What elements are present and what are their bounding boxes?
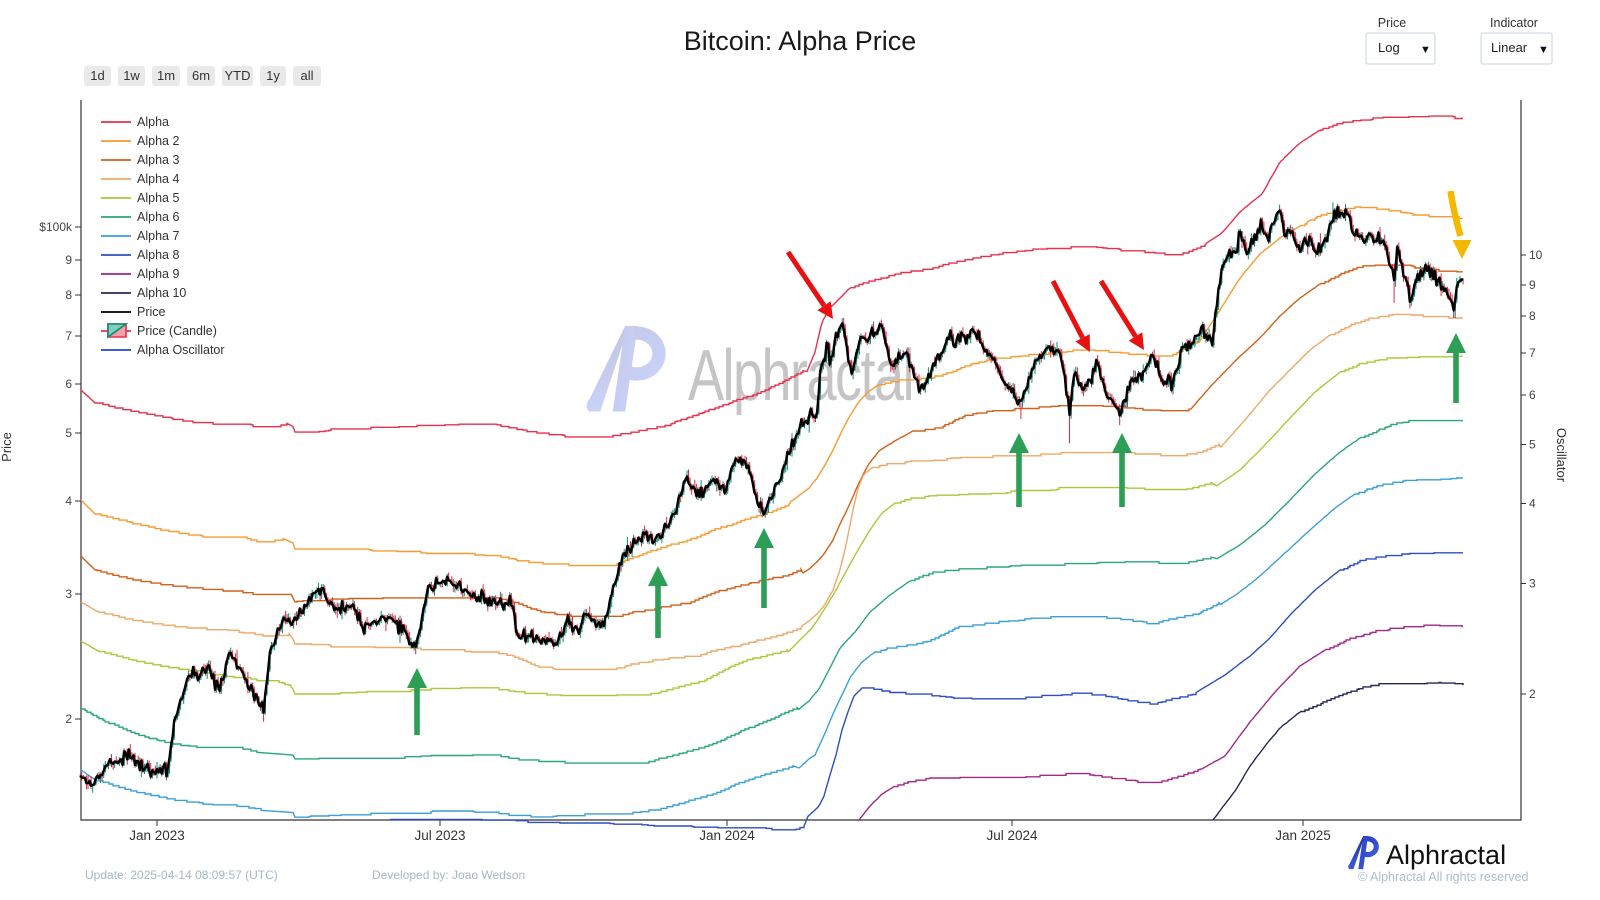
svg-text:Alpha 4: Alpha 4 bbox=[137, 172, 179, 186]
svg-text:Alpha 9: Alpha 9 bbox=[137, 267, 179, 281]
svg-text:6m: 6m bbox=[192, 68, 210, 83]
svg-text:3: 3 bbox=[1529, 577, 1536, 591]
svg-text:6: 6 bbox=[65, 377, 72, 391]
svg-text:Indicator: Indicator bbox=[1490, 16, 1538, 30]
svg-text:9: 9 bbox=[1529, 278, 1536, 292]
svg-text:1y: 1y bbox=[266, 68, 280, 83]
svg-text:5: 5 bbox=[1529, 438, 1536, 452]
svg-text:2: 2 bbox=[1529, 687, 1536, 701]
svg-text:Developed by: Joao Wedson: Developed by: Joao Wedson bbox=[372, 868, 525, 882]
svg-text:4: 4 bbox=[1529, 497, 1536, 511]
svg-text:Price: Price bbox=[0, 432, 14, 462]
svg-text:7: 7 bbox=[65, 329, 72, 343]
svg-text:Bitcoin: Alpha Price: Bitcoin: Alpha Price bbox=[684, 26, 917, 56]
svg-text:6: 6 bbox=[1529, 388, 1536, 402]
svg-text:Alpha 7: Alpha 7 bbox=[137, 229, 179, 243]
svg-text:Jul 2023: Jul 2023 bbox=[414, 828, 465, 843]
svg-text:$100k: $100k bbox=[39, 220, 73, 234]
svg-text:Jul 2024: Jul 2024 bbox=[986, 828, 1038, 843]
svg-text:Oscillator: Oscillator bbox=[1554, 428, 1569, 483]
svg-text:Alphractal: Alphractal bbox=[688, 336, 913, 416]
svg-text:▼: ▼ bbox=[1420, 44, 1431, 56]
svg-text:4: 4 bbox=[65, 494, 72, 508]
svg-text:Alpha 8: Alpha 8 bbox=[137, 248, 179, 262]
svg-text:Jan 2025: Jan 2025 bbox=[1275, 828, 1331, 843]
svg-text:9: 9 bbox=[65, 253, 72, 267]
svg-text:10: 10 bbox=[1529, 248, 1543, 262]
svg-text:Alpha: Alpha bbox=[137, 115, 169, 129]
svg-text:1w: 1w bbox=[123, 68, 140, 83]
svg-text:Jan 2023: Jan 2023 bbox=[129, 828, 185, 843]
svg-text:YTD: YTD bbox=[225, 68, 251, 83]
svg-text:Linear: Linear bbox=[1491, 40, 1528, 55]
svg-text:2: 2 bbox=[65, 712, 72, 726]
svg-text:© Alphractal All rights reserv: © Alphractal All rights reserved bbox=[1358, 870, 1528, 884]
svg-text:Jan 2024: Jan 2024 bbox=[699, 828, 755, 843]
svg-text:Alphractal: Alphractal bbox=[1386, 840, 1506, 870]
svg-text:Price: Price bbox=[1378, 16, 1407, 30]
svg-text:8: 8 bbox=[1529, 309, 1536, 323]
svg-text:Alpha 6: Alpha 6 bbox=[137, 210, 179, 224]
svg-text:Alpha 3: Alpha 3 bbox=[137, 153, 179, 167]
svg-text:8: 8 bbox=[65, 288, 72, 302]
svg-text:7: 7 bbox=[1529, 346, 1536, 360]
svg-text:1m: 1m bbox=[157, 68, 175, 83]
svg-text:Alpha 10: Alpha 10 bbox=[137, 286, 186, 300]
svg-text:Log: Log bbox=[1378, 40, 1400, 55]
svg-text:3: 3 bbox=[65, 587, 72, 601]
svg-text:Alpha 2: Alpha 2 bbox=[137, 134, 179, 148]
svg-text:Price: Price bbox=[137, 305, 166, 319]
svg-text:Price (Candle): Price (Candle) bbox=[137, 324, 217, 338]
svg-text:▼: ▼ bbox=[1538, 44, 1549, 56]
svg-text:Alpha 5: Alpha 5 bbox=[137, 191, 179, 205]
svg-text:5: 5 bbox=[65, 426, 72, 440]
svg-text:Update: 2025-04-14 08:09:57 (U: Update: 2025-04-14 08:09:57 (UTC) bbox=[85, 868, 278, 882]
svg-text:all: all bbox=[300, 68, 313, 83]
svg-text:Alpha Oscillator: Alpha Oscillator bbox=[137, 343, 225, 357]
svg-text:1d: 1d bbox=[90, 68, 104, 83]
